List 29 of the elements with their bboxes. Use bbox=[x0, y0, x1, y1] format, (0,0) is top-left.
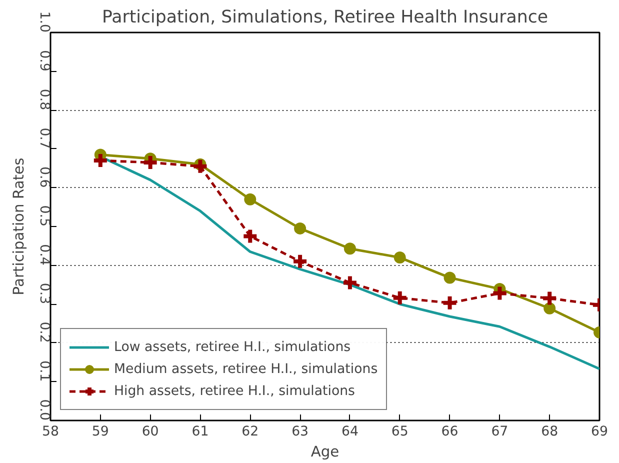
legend-label: Low assets, retiree H.I., simulations bbox=[114, 340, 351, 354]
y-tick-label: 0.5 bbox=[36, 205, 52, 227]
x-tick-label: 63 bbox=[292, 424, 309, 440]
x-tick-label: 66 bbox=[441, 424, 458, 440]
y-tick-label: 0.2 bbox=[36, 322, 52, 343]
x-axis-title: Age bbox=[310, 444, 340, 460]
legend-label: High assets, retiree H.I., simulations bbox=[114, 384, 355, 398]
x-tick-label: 67 bbox=[491, 424, 508, 440]
x-tick-label: 58 bbox=[42, 424, 59, 440]
y-tick-label: 0.4 bbox=[36, 244, 52, 266]
y-tick-label: 0.6 bbox=[36, 166, 52, 188]
x-tick-label: 61 bbox=[192, 424, 209, 440]
y-tick-label: 0.8 bbox=[36, 88, 52, 110]
x-tick-label: 60 bbox=[142, 424, 159, 440]
x-tick-label: 65 bbox=[391, 424, 408, 440]
x-tick-label: 69 bbox=[591, 424, 608, 440]
y-tick-label: 0.1 bbox=[36, 360, 52, 382]
y-tick-label: 0.7 bbox=[36, 128, 52, 149]
y-tick-label: 0.9 bbox=[36, 50, 52, 72]
y-tick-label: 0.0 bbox=[36, 399, 52, 421]
y-tick-label: 0.3 bbox=[36, 282, 52, 304]
y-axis-title: Participation Rates bbox=[10, 158, 28, 296]
x-tick-label: 62 bbox=[242, 424, 259, 440]
x-tick-label: 64 bbox=[341, 424, 358, 440]
chart-title: Participation, Simulations, Retiree Health Insurance bbox=[102, 8, 548, 28]
x-tick-label: 68 bbox=[541, 424, 558, 440]
y-tick-label: 1.0 bbox=[36, 11, 52, 33]
legend-label: Medium assets, retiree H.I., simulations bbox=[114, 362, 378, 376]
x-tick-label: 59 bbox=[92, 424, 109, 440]
